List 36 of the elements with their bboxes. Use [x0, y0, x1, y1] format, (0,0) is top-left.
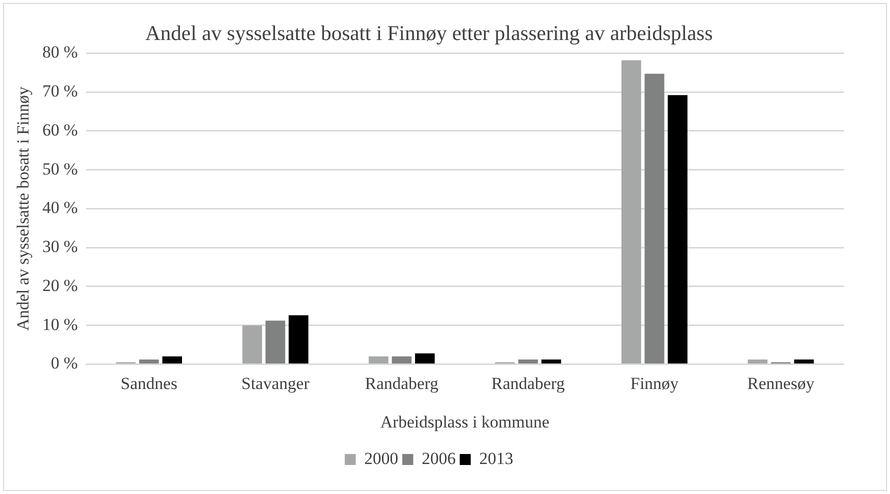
y-tick-label: 20 % [42, 276, 78, 295]
bar [266, 320, 286, 364]
y-tick-label: 80 % [42, 42, 78, 62]
legend-label: 2006 [422, 448, 456, 468]
x-axis-title: Arbeidsplass i kommune [380, 412, 550, 432]
y-tick-label: 70 % [42, 82, 78, 101]
x-tick-label: Sandnes [120, 374, 178, 393]
chart-title: Andel av sysselsatte bosatt i Finnøy etter plassering av arbeidsplass [145, 21, 713, 46]
x-tick-label: Stavanger [241, 374, 310, 393]
bar [139, 360, 159, 364]
y-tick-label: 40 % [42, 198, 78, 218]
y-tick-label: 60 % [42, 120, 78, 140]
bar [541, 360, 562, 364]
y-tick-label: 50 % [42, 159, 78, 178]
x-tick-label: Randaberg [491, 374, 566, 393]
bar [668, 95, 688, 364]
x-tick-label: Randaberg [365, 374, 439, 393]
y-axis-title: Andel av sysselsatte bosatt i Finnøy [14, 86, 33, 331]
bar [162, 356, 182, 364]
bar [518, 360, 538, 364]
bar [392, 356, 412, 364]
bar [288, 315, 308, 364]
bar [242, 325, 262, 364]
x-tick-label: Rennesøy [747, 374, 815, 393]
bar [621, 60, 642, 364]
bar [748, 360, 768, 364]
legend-label: 2013 [479, 448, 514, 468]
x-tick-label: Finnøy [630, 374, 680, 393]
y-tick-label: 10 % [42, 314, 78, 334]
bar [644, 74, 664, 364]
bar [415, 353, 435, 364]
bar [368, 356, 388, 364]
bar [794, 360, 814, 364]
y-tick-label: 30 % [42, 237, 78, 256]
y-tick-label: 0 % [50, 354, 78, 373]
legend-label: 2000 [364, 448, 398, 468]
